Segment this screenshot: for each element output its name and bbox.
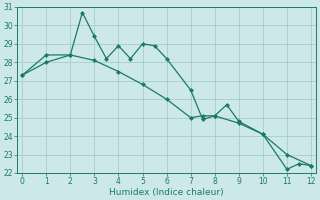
X-axis label: Humidex (Indice chaleur): Humidex (Indice chaleur)	[109, 188, 224, 197]
